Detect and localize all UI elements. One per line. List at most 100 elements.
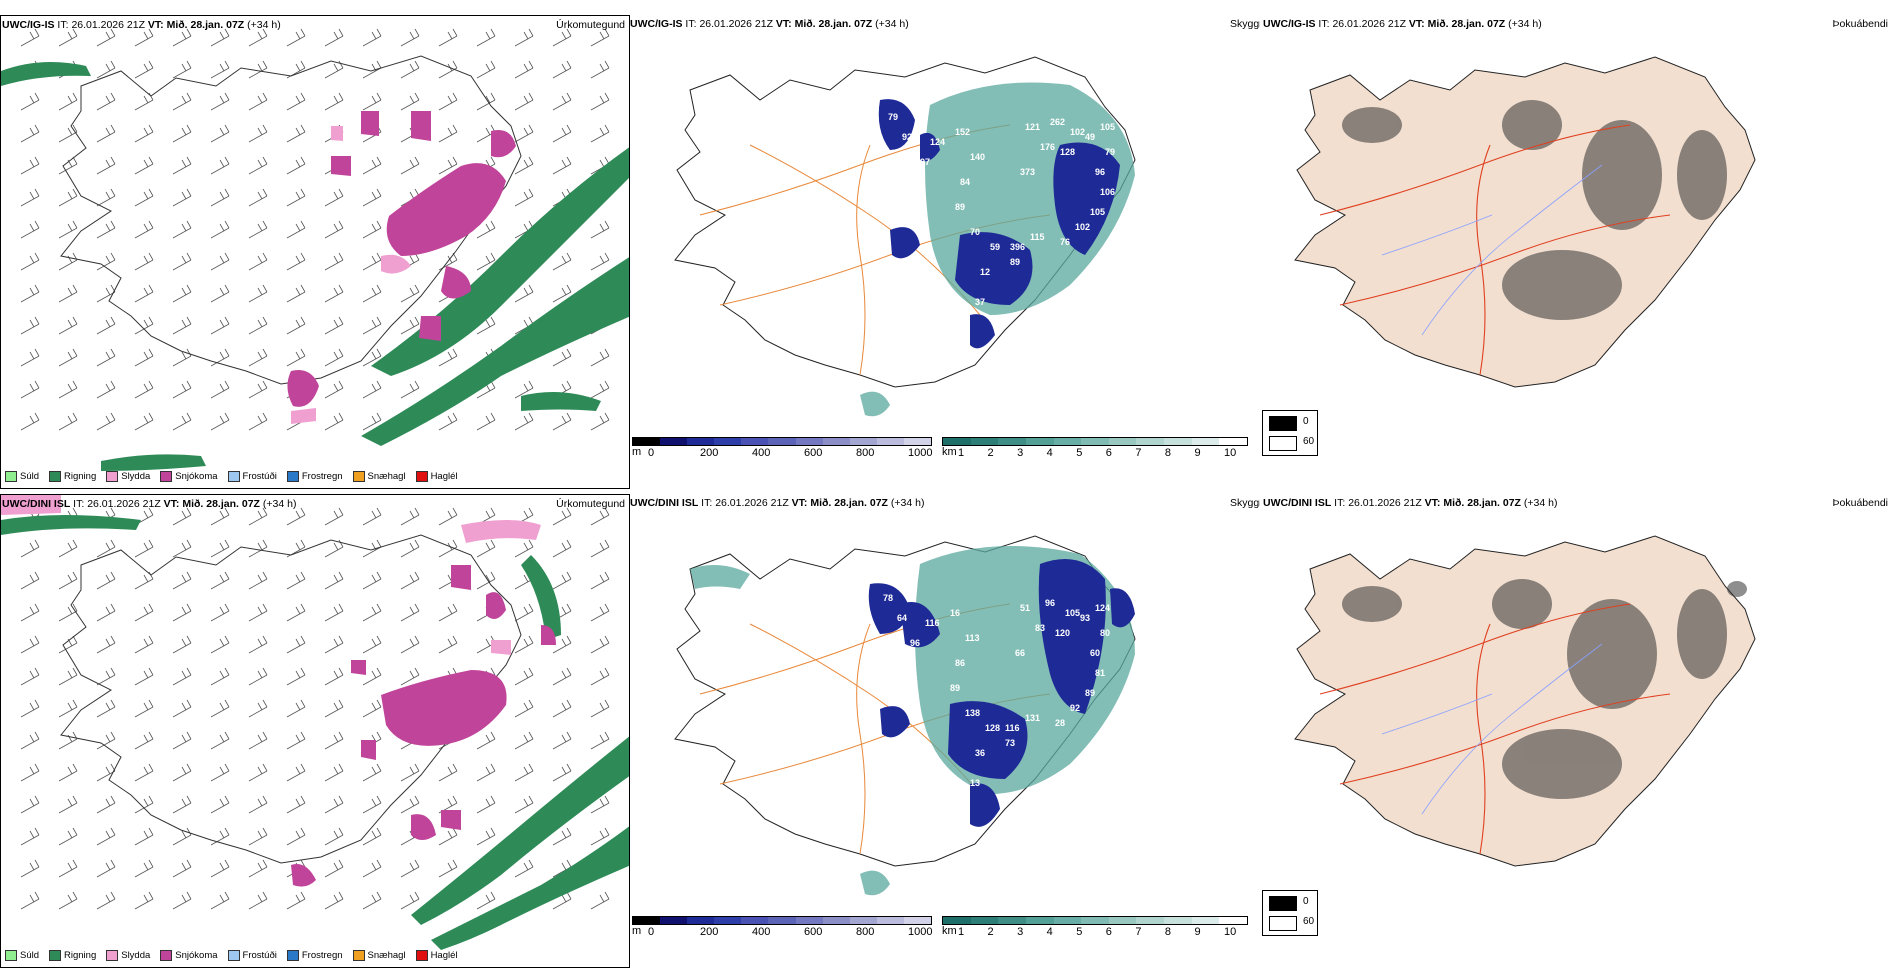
ceiling-value-label: 36 [975,748,985,758]
valid-label: VT: [1408,18,1425,30]
wind-barb [286,667,306,686]
colorbar-tick-label: 0 [648,926,655,938]
wind-barb [248,603,268,622]
wind-barb [362,635,382,654]
wind-barb [172,507,192,526]
legend-label: Snjókoma [175,471,218,482]
wind-barb [552,28,572,47]
colorbar-cell [687,917,715,924]
ceiling-value-label: 152 [955,127,970,137]
wind-barb [172,635,192,654]
wind-barb [552,891,572,910]
visibility-panel-bottom: 78 64 116 96 16 113 86 89 79 138 128 116 131 51 83 66 96… [630,494,1260,968]
wind-barb [210,92,230,111]
panel-label: Úrkomutegund [556,19,625,31]
wind-barb [400,763,420,782]
panel-title: UWC/IG-IS IT: 26.01.2026 21Z VT: Mið. 28… [630,18,909,30]
wind-barb [172,827,192,846]
wind-barb [590,124,610,143]
colorbar-strip [632,437,932,446]
wind-barb [96,348,116,367]
wind-barb [514,28,534,47]
wind-barb [172,284,192,303]
wind-barb [172,699,192,718]
wind-barb [362,891,382,910]
wind-barb [362,220,382,239]
colorbar-cell [660,917,688,924]
valid-label: VT: [791,497,808,509]
colorbar-cell [998,917,1026,924]
wind-barb [20,92,40,111]
colorbar-cell [768,438,796,445]
wind-barb [400,60,420,79]
wind-barb [362,412,382,431]
ceiling-value-label: 66 [1015,648,1025,658]
legend-label: Rigning [64,471,97,482]
wind-barb [552,156,572,175]
fog-legend-label: 60 [1303,916,1315,927]
wind-barb [172,795,192,814]
colorbar-cell [714,438,742,445]
sleet-areas [1,495,541,655]
wind-barb [20,156,40,175]
wind-barb [476,220,496,239]
wind-barb [324,28,344,47]
wind-barb [362,284,382,303]
wind-barb [210,316,230,335]
wind-barb [438,859,458,878]
ceiling-value-label: 128 [1060,147,1075,157]
ceiling-value-label: 105 [1100,122,1115,132]
wind-barb [134,731,154,750]
wind-barb [590,795,610,814]
wind-barb [210,699,230,718]
colorbar-cell [1108,917,1137,924]
panel-title: UWC/IG-IS IT: 26.01.2026 21Z VT: Mið. 28… [1263,18,1542,30]
legend-item: Snæhagl [352,950,406,961]
legend-item: Rigning [49,471,96,482]
wind-barb [438,156,458,175]
wind-barb [514,156,534,175]
colorbar-tick-label: 7 [1135,447,1142,459]
wind-barbs [20,28,610,431]
wind-barb [400,92,420,111]
wind-barb [590,667,610,686]
wind-barb [172,188,192,207]
wind-barb [324,859,344,878]
wind-barb [362,92,382,111]
wind-barb [514,859,534,878]
fog-legend-swatch [1269,896,1297,911]
wind-barb [552,571,572,590]
wind-barb [20,891,40,910]
wind-barb [286,507,306,526]
wind-barb [248,667,268,686]
wind-barb [590,539,610,558]
colorbar-cell [1164,917,1192,924]
ceiling-value-label: 60 [1090,648,1100,658]
colorbar-cell [768,917,796,924]
legend-swatch [5,950,17,961]
legend-item: Frostregn [286,471,343,482]
wind-barb [210,28,230,47]
valid-time: Mið. 28.jan. 07Z [182,498,260,510]
wind-barb [248,891,268,910]
colorbar-tick-label: 600 [804,447,823,459]
colorbar-tick-label: 5 [1076,926,1083,938]
ceiling-value-label: 89 [1010,257,1020,267]
wind-barb [210,380,230,399]
wind-barb [514,188,534,207]
wind-barb [324,603,344,622]
wind-barb [58,124,78,143]
legend-label: Frostúði [242,950,277,961]
wind-barb [324,252,344,271]
wind-barb [476,412,496,431]
fog-legend-swatch [1269,436,1297,451]
legend-label: Frostregn [301,471,343,482]
ceiling-value-label: 845 [875,848,890,858]
colorbar-cell [1053,917,1082,924]
visibility-colorbar: km 1 2 3 4 5 6 7 8 9 10 [942,437,1248,463]
wind-barb [324,699,344,718]
wind-barb [552,348,572,367]
wind-barb [172,348,192,367]
run-time: 26.01.2026 21Z [71,19,145,31]
wind-barb [400,667,420,686]
